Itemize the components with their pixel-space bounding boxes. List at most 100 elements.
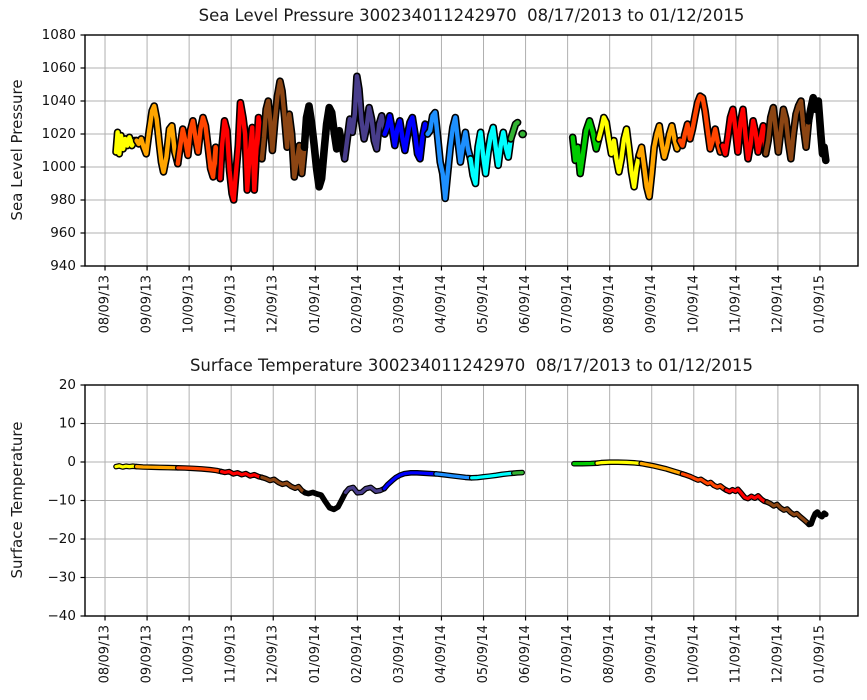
segment-dec-2014	[765, 500, 811, 526]
axis-ticks	[80, 384, 821, 621]
segment-nov-2013	[218, 100, 265, 203]
last-report-dot	[518, 129, 528, 139]
segment-sep-2013	[135, 465, 180, 470]
y-tick-label: 1000	[42, 159, 76, 175]
x-tick-label: 07/09/14	[560, 275, 575, 333]
x-tick-label: 08/09/13	[98, 275, 113, 333]
x-tick-label: 08/09/14	[602, 275, 617, 333]
x-tick-label: 11/09/14	[728, 625, 743, 683]
temperature-series	[113, 459, 829, 528]
segment-feb-2014	[342, 74, 387, 161]
x-tick-label: 07/09/14	[560, 625, 575, 683]
x-tick-label: 01/09/15	[812, 625, 827, 683]
y-tick-label: −10	[48, 493, 77, 509]
y-tick-label: 0	[67, 454, 76, 470]
x-tick-label: 08/09/13	[98, 625, 113, 683]
y-tick-label: 10	[59, 416, 76, 432]
segment-aug-2014	[596, 115, 642, 189]
x-tick-label: 09/09/13	[140, 275, 155, 333]
segment-aug-2013	[114, 464, 139, 469]
x-tick-label: 05/09/14	[476, 625, 491, 683]
segment-jan-2014	[303, 490, 348, 511]
x-tick-label: 12/09/14	[770, 625, 785, 683]
segment-nov-2014	[724, 487, 769, 504]
segment-sep-2014	[639, 461, 684, 476]
tick-labels: 08/09/13 09/09/13 10/09/13 11/09/13 12/09/13…	[48, 377, 828, 683]
x-tick-label: 09/09/13	[140, 625, 155, 683]
segment-jan-2015	[806, 95, 828, 163]
segment-apr-2014	[425, 110, 473, 201]
y-tick-label: 960	[50, 225, 76, 241]
y-tick-label: −30	[48, 570, 77, 586]
x-tick-label: 11/09/14	[728, 275, 743, 333]
segment-mar-2014	[382, 471, 438, 491]
pressure-chart-title: Sea Level Pressure 300234011242970 08/17…	[198, 6, 745, 25]
segment-apr-2014	[434, 472, 474, 480]
segment-jan-2014	[302, 103, 347, 189]
x-tick-label: 06/09/14	[518, 275, 533, 333]
x-tick-label: 04/09/14	[434, 275, 449, 333]
segment-jul-2014	[572, 461, 599, 466]
segment-oct-2014	[677, 93, 725, 155]
x-tick-label: 03/09/14	[392, 625, 407, 683]
x-tick-label: 03/09/14	[392, 275, 407, 333]
x-tick-label: 10/09/14	[686, 625, 701, 683]
y-tick-label: 1040	[42, 93, 76, 109]
segment-may-2014	[468, 125, 513, 186]
segment-jun-2014	[512, 471, 524, 475]
x-tick-label: 02/09/14	[350, 275, 365, 333]
segment-jun-2014	[508, 120, 520, 142]
y-tick-label: −20	[48, 531, 77, 547]
x-tick-label: 09/09/14	[644, 625, 659, 683]
y-tick-label: 20	[59, 377, 76, 393]
tick-labels: 08/09/13 09/09/13 10/09/13 11/09/13 12/09/13…	[42, 27, 828, 333]
plot-frame	[84, 384, 859, 617]
segment-aug-2013	[113, 130, 139, 156]
x-tick-label: 08/09/14	[602, 625, 617, 683]
y-tick-label: 1060	[42, 60, 76, 76]
segment-sep-2013	[134, 103, 180, 175]
x-tick-label: 10/09/13	[182, 625, 197, 683]
segment-may-2014	[470, 471, 516, 480]
x-tick-label: 10/09/13	[182, 275, 197, 333]
plot-frame	[84, 34, 859, 267]
grid-lines	[85, 384, 858, 617]
temperature-chart-title: Surface Temperature 300234011242970 08/1…	[189, 356, 754, 375]
segment-aug-2014	[595, 460, 643, 466]
segment-feb-2014	[344, 485, 386, 495]
x-tick-label: 06/09/14	[518, 625, 533, 683]
x-tick-label: 04/09/14	[434, 625, 449, 683]
segment-dec-2013	[260, 475, 307, 495]
axis-ticks	[80, 34, 821, 271]
x-tick-label: 11/09/13	[224, 275, 239, 333]
x-tick-label: 05/09/14	[476, 275, 491, 333]
x-tick-label: 01/09/15	[812, 275, 827, 333]
segment-sep-2014	[636, 123, 683, 199]
segment-oct-2013	[175, 115, 223, 181]
y-tick-label: 1080	[42, 27, 76, 43]
x-tick-label: 12/09/13	[266, 275, 281, 333]
x-tick-label: 09/09/14	[644, 275, 659, 333]
x-tick-label: 12/09/14	[770, 275, 785, 333]
x-tick-label: 01/09/14	[308, 275, 323, 333]
pressure-series	[112, 72, 830, 204]
y-tick-label: 940	[50, 258, 76, 274]
x-tick-label: 02/09/14	[350, 625, 365, 683]
segment-jan-2015	[807, 510, 828, 526]
segment-nov-2014	[720, 107, 768, 161]
x-tick-label: 01/09/14	[308, 625, 323, 683]
x-tick-label: 12/09/13	[266, 625, 281, 683]
y-tick-label: 980	[50, 192, 76, 208]
segment-oct-2014	[680, 472, 728, 492]
segment-oct-2013	[176, 466, 224, 474]
y-tick-label: 1020	[42, 126, 76, 142]
segment-dec-2014	[763, 98, 811, 161]
segment-dec-2013	[259, 79, 307, 180]
y-tick-label: −40	[48, 608, 77, 624]
segment-jul-2014	[570, 118, 601, 176]
x-tick-label: 11/09/13	[224, 625, 239, 683]
segment-nov-2013	[219, 470, 264, 479]
segment-mar-2014	[382, 113, 430, 161]
